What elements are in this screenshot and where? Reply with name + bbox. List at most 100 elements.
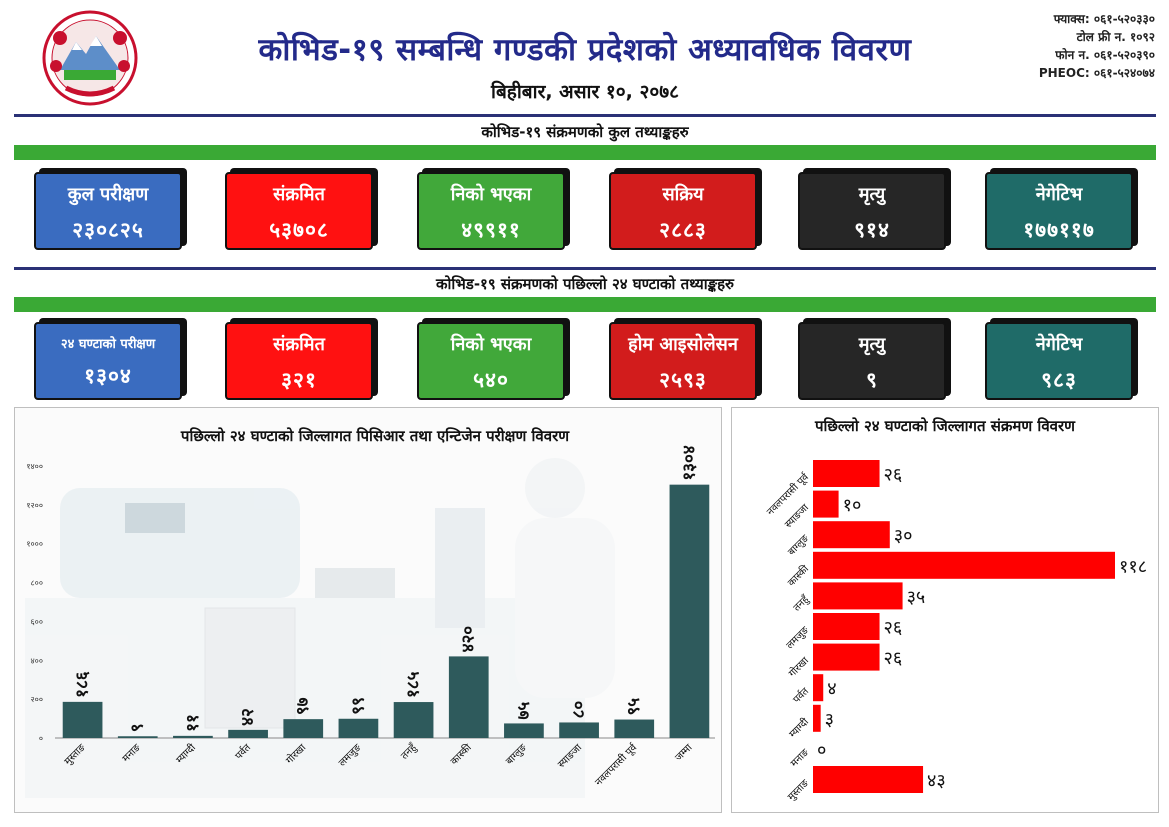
bar-value-label: ० [817, 740, 826, 761]
infection-chart-panel: २६ नवलपरासी पूर्व १० स्याङजा ३० बाग्लुङ ११८ कास… [731, 407, 1159, 813]
bar-value-label: ७५ [514, 702, 534, 720]
stat-card-value: ३२१ [281, 368, 317, 392]
testing-chart-title: पछिल्लो २४ घण्टाको जिल्लागत पिसिआर तथा ए… [180, 427, 570, 445]
bar [813, 613, 880, 640]
y-tick-label: १४०० [26, 462, 43, 471]
bar-value-label: ९७ [293, 697, 313, 715]
bar [669, 484, 710, 738]
emblem-graphic [42, 10, 138, 106]
stat-card-value: २३०८२५ [72, 218, 144, 242]
bar-value-label: ९९ [348, 697, 368, 715]
y-tick-label: १००० [26, 540, 43, 549]
y-tick-label: ० [39, 734, 43, 743]
bar-value-label: ८० [569, 701, 589, 719]
bar-value-label: २६ [884, 648, 903, 669]
stat-card-value: १३०४ [84, 364, 132, 388]
divider [14, 114, 1156, 117]
stat-card-label: मृत्यु [858, 184, 886, 205]
bar-value-label: १८५ [404, 671, 424, 698]
stat-card-label: संक्रमित [273, 334, 325, 355]
bar [813, 460, 880, 487]
category-label: मनाङ [789, 747, 812, 770]
bar [813, 521, 890, 549]
bar [448, 656, 489, 738]
category-label: गोरखा [786, 654, 811, 679]
stat-card: नेगेटिभ १७७११७ [985, 172, 1133, 250]
bar-value-label: ३० [894, 526, 913, 547]
bar [559, 722, 599, 738]
category-label: लमजुङ [785, 624, 812, 651]
stat-card-label: निको भएका [450, 184, 532, 205]
stat-card-value: ९८३ [1041, 368, 1077, 392]
total-section-title: कोभिड-१९ संक्रमणको कुल तथ्याङ्कहरु [481, 123, 689, 141]
bar-value-label: १० [843, 495, 862, 516]
divider [14, 267, 1156, 270]
stat-card-value: २५९३ [659, 368, 707, 392]
bar-value-label: ४२० [459, 626, 479, 653]
bar [813, 490, 839, 518]
bar-value-label: ११८ [1119, 556, 1147, 577]
bar [117, 736, 158, 738]
toll-free-number: टोल फ्री न. १०९२ [1076, 30, 1155, 44]
bar [228, 729, 268, 738]
stat-card-value: १७७११७ [1023, 218, 1095, 242]
bar [504, 723, 544, 738]
stat-card-value: ४९९११ [461, 218, 521, 242]
stat-card-label: २४ घण्टाको परीक्षण [60, 337, 156, 352]
bar [62, 701, 103, 738]
bar [338, 718, 379, 738]
category-label: स्याङजा [783, 502, 811, 530]
bar-value-label: ९ [128, 723, 148, 732]
bar-value-label: २६ [884, 465, 903, 486]
stat-card-label: सक्रिय [662, 184, 704, 205]
stat-card-value: ५४० [473, 368, 509, 392]
bar [813, 704, 821, 732]
category-label: नवलपरासी पूर्व [593, 741, 640, 788]
green-divider [14, 297, 1156, 312]
page-title: कोभिड-१९ सम्बन्धि गण्डकी प्रदेशको अध्याव… [258, 32, 912, 68]
bar-value-label: ११ [183, 714, 203, 732]
stat-card-value: ९ [866, 368, 878, 392]
nepal-emblem [36, 8, 144, 108]
bar [614, 719, 655, 738]
category-label: मुस्ताङ [786, 777, 812, 803]
stat-card: मृत्यु ९१४ [798, 172, 946, 250]
fax-number: फ्याक्स: ०६१-५२०३३० [1053, 12, 1155, 26]
testing-bar-chart: ०२००४००६००८००१०००१२००१४००१८६मुस्ताङ९मनाङ… [25, 445, 715, 798]
infection-chart-title: पछिल्लो २४ घण्टाको जिल्लागत संक्रमण विवर… [815, 417, 1075, 435]
category-label: म्याग्दी [787, 716, 812, 741]
stat-card: २४ घण्टाको परीक्षण १३०४ [34, 322, 182, 400]
bar-value-label: ४२ [238, 708, 258, 726]
stat-card-label: संक्रमित [273, 184, 325, 205]
stat-card-label: नेगेटिभ [1035, 184, 1083, 205]
contact-info: फ्याक्स: ०६१-५२०३३० टोल फ्री न. १०९२ फोन… [1039, 10, 1155, 82]
stat-card-value: २८८३ [659, 218, 707, 242]
stat-card-value: ५३७०८ [269, 218, 329, 242]
green-divider [14, 145, 1156, 160]
bar [813, 551, 1115, 579]
stat-card: निको भएका ४९९११ [417, 172, 565, 250]
testing-chart-panel: ० २०० ४०० ६०० ८०० १००० १२०० १४०० १८६ मुस्ताङ ९ मनाङ… [14, 407, 722, 813]
stat-card: कुल परीक्षण २३०८२५ [34, 172, 182, 250]
bar-value-label: १८६ [73, 671, 93, 698]
bar-value-label: ४ [827, 679, 836, 700]
stat-card-label: होम आइसोलेसन [628, 334, 738, 355]
stat-card: नेगेटिभ ९८३ [985, 322, 1133, 400]
stat-card-label: मृत्यु [858, 334, 886, 355]
last24-section-title: कोभिड-१९ संक्रमणको पछिल्लो २४ घण्टाको तथ… [435, 275, 735, 293]
bar-value-label: २६ [884, 618, 903, 639]
y-tick-label: १२०० [26, 501, 43, 510]
bar [813, 582, 903, 610]
bar-value-label: ३ [825, 709, 834, 730]
bar-value-label: ४३ [927, 771, 946, 792]
report-date: बिहीबार, असार १०, २०७८ [491, 81, 679, 103]
bar [813, 766, 924, 793]
bar [393, 702, 434, 738]
y-tick-label: ६०० [31, 617, 43, 626]
stat-card-label: कुल परीक्षण [67, 184, 149, 205]
stat-card: संक्रमित ५३७०८ [225, 172, 373, 250]
lab-illustration [25, 458, 615, 798]
stat-card: संक्रमित ३२१ [225, 322, 373, 400]
y-tick-label: ८०० [31, 579, 43, 588]
